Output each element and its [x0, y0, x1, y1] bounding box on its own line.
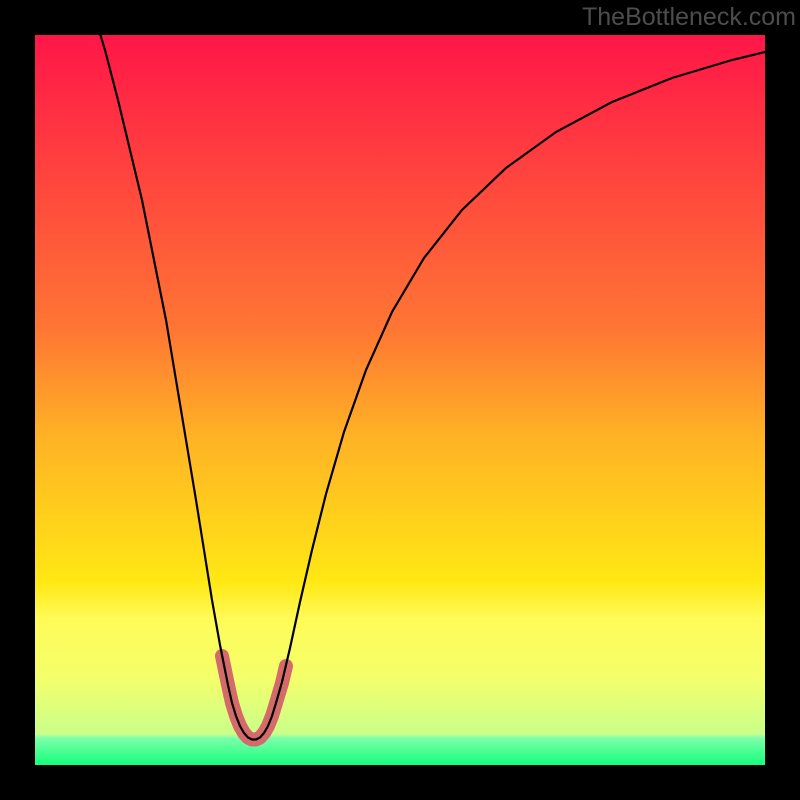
chart-svg [0, 0, 800, 800]
watermark-text: TheBottleneck.com [582, 3, 796, 32]
main-v-curve [92, 7, 765, 740]
